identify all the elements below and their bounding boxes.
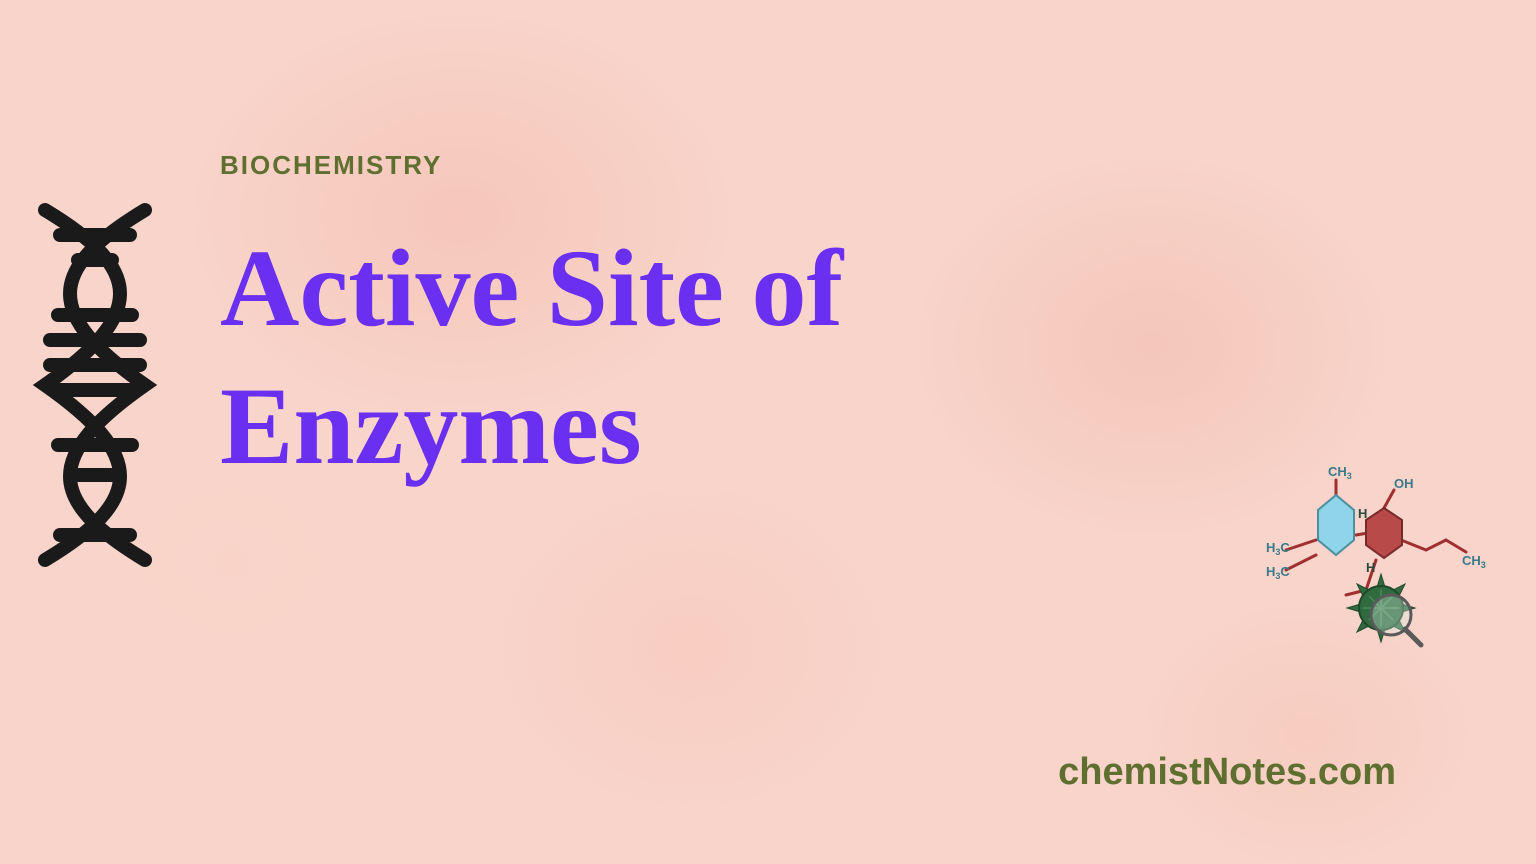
label-h-2: H: [1366, 560, 1375, 575]
label-ch3-top: CH3: [1328, 464, 1352, 481]
dna-icon: [10, 200, 180, 575]
label-ch3-right: CH3: [1462, 553, 1486, 570]
title-line-2: Enzymes: [220, 365, 642, 487]
label-h3c-1: H3C: [1266, 540, 1290, 557]
page-title: Active Site of Enzymes: [220, 220, 843, 495]
label-h3c-2: H3C: [1266, 564, 1290, 581]
title-line-1: Active Site of: [220, 227, 843, 349]
category-label: BIOCHEMISTRY: [220, 150, 442, 181]
site-label: chemistNotes.com: [1058, 751, 1396, 794]
label-h-1: H: [1358, 506, 1367, 521]
label-oh: OH: [1394, 476, 1414, 491]
molecule-icon: CH3 H3C H3C H H OH CH3: [1266, 460, 1486, 665]
